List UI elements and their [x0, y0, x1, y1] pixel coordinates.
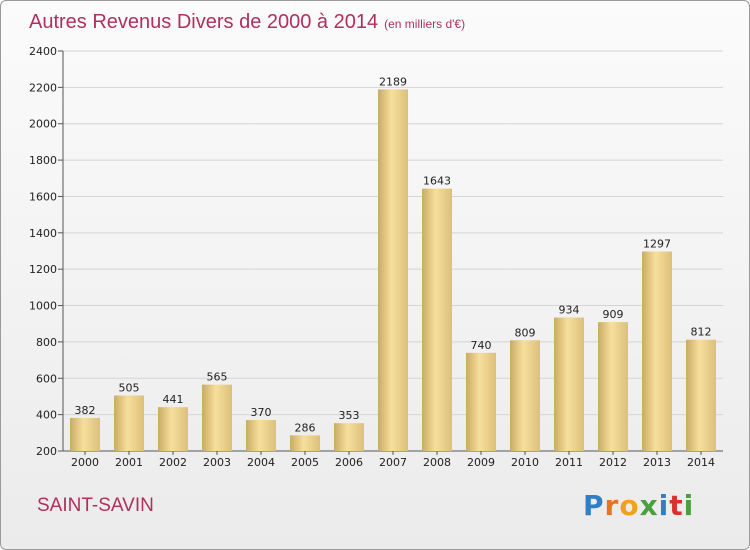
bar-value-label: 286 [295, 421, 316, 434]
x-tick-label: 2008 [423, 456, 451, 469]
x-tick-label: 2002 [159, 456, 187, 469]
bar [598, 322, 628, 451]
bar-value-label: 382 [75, 404, 96, 417]
bar [378, 89, 408, 451]
bar [642, 251, 672, 451]
chart-title: Autres Revenus Divers de 2000 à 2014 (en … [29, 11, 465, 34]
bar [202, 384, 232, 451]
x-tick-label: 2000 [71, 456, 99, 469]
bar-value-label: 1297 [643, 238, 671, 251]
bars [70, 89, 716, 452]
x-tick-label: 2006 [335, 456, 363, 469]
y-tick-label: 2000 [29, 118, 57, 131]
x-tick-label: 2011 [555, 456, 583, 469]
logo-letter: t [669, 489, 684, 522]
y-tick-label: 1200 [29, 263, 57, 276]
logo-letter: P [583, 489, 605, 522]
bar-value-label: 809 [515, 326, 536, 339]
bar [158, 407, 188, 451]
bar-value-label: 812 [691, 326, 712, 339]
x-tick-label: 2010 [511, 456, 539, 469]
y-tick-label: 600 [36, 372, 57, 385]
y-tick-label: 800 [36, 336, 57, 349]
bar [466, 352, 496, 451]
x-tick-label: 2014 [687, 456, 715, 469]
logo-letter: i [658, 489, 670, 522]
x-tick-label: 2009 [467, 456, 495, 469]
x-tick-label: 2007 [379, 456, 407, 469]
bar-value-label: 441 [163, 393, 184, 406]
bar-value-label: 505 [119, 382, 140, 395]
logo-letter: i [683, 489, 695, 522]
bar [246, 420, 276, 451]
bar [686, 339, 716, 451]
bar [554, 317, 584, 451]
bar-value-label: 370 [251, 406, 272, 419]
labels: 200 400 600 800 1000 1200 1400 1600 1800 2000 2200… [29, 45, 715, 469]
bar [510, 340, 540, 451]
bar-value-label: 565 [207, 371, 228, 384]
bar-value-label: 909 [603, 308, 624, 321]
bar-value-label: 353 [339, 409, 360, 422]
y-tick-label: 2200 [29, 81, 57, 94]
bar-value-label: 2189 [379, 75, 407, 88]
x-tick-label: 2005 [291, 456, 319, 469]
x-tick-label: 2001 [115, 456, 143, 469]
y-tick-label: 1800 [29, 154, 57, 167]
logo-letter: o [619, 489, 640, 522]
bar [70, 417, 100, 451]
logo-letter: x [639, 489, 659, 522]
bar [334, 423, 364, 451]
place-name: SAINT-SAVIN [37, 495, 154, 516]
y-tick-label: 1000 [29, 300, 57, 313]
chart-unit: (en milliers d'€) [384, 17, 466, 31]
bar-value-label: 934 [559, 304, 580, 317]
y-tick-label: 2400 [29, 45, 57, 58]
y-tick-label: 200 [36, 445, 57, 458]
bar [290, 435, 320, 451]
y-tick-label: 1400 [29, 227, 57, 240]
x-tick-label: 2013 [643, 456, 671, 469]
chart-title-text: Autres Revenus Divers de 2000 à 2014 [29, 11, 379, 33]
bar [422, 188, 452, 452]
y-tick-label: 400 [36, 409, 57, 422]
logo-letter: r [604, 489, 620, 522]
x-tick-label: 2003 [203, 456, 231, 469]
bar-value-label: 1643 [423, 175, 451, 188]
proxiti-logo: Proxiti [583, 489, 694, 522]
x-tick-label: 2012 [599, 456, 627, 469]
y-tick-label: 1600 [29, 190, 57, 203]
bar-value-label: 740 [471, 339, 492, 352]
x-tick-label: 2004 [247, 456, 275, 469]
bar [114, 395, 144, 451]
